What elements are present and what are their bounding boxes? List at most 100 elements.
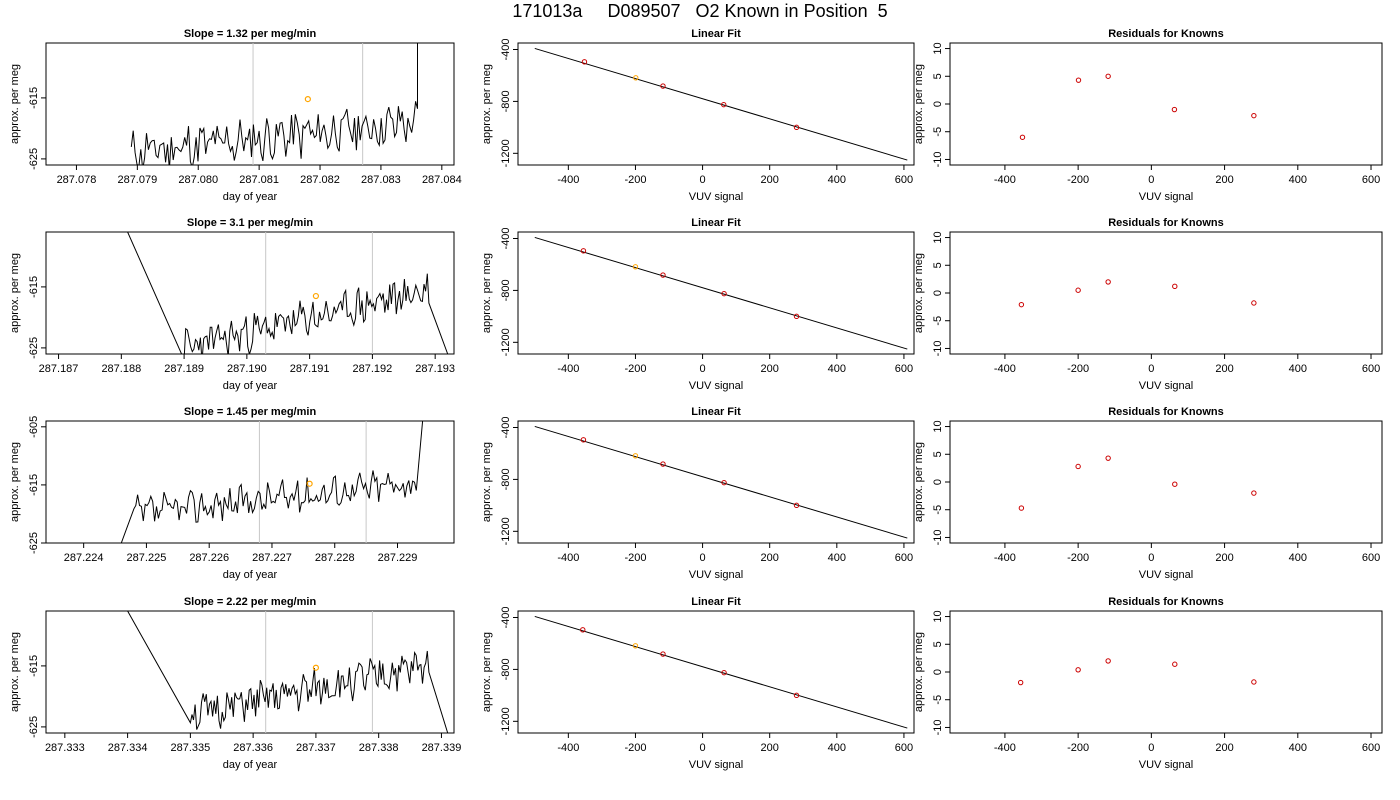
x-tick-label: 287.083 (361, 174, 401, 186)
signal-trace (130, 43, 418, 165)
signal-trace (127, 611, 449, 733)
plot-area (534, 47, 908, 161)
x-tick-label: -200 (624, 174, 646, 186)
chart-title: Slope = 2.22 per meg/min (184, 596, 317, 608)
data-point (1105, 279, 1111, 285)
plot-frame (45, 231, 455, 355)
data-point (581, 59, 588, 65)
data-point (1018, 505, 1025, 511)
x-axis-label: VUV signal (1139, 759, 1193, 771)
x-tick-label: 287.082 (300, 174, 340, 186)
data-point (721, 479, 727, 486)
y-tick-label: -400 (500, 38, 512, 60)
y-tick-label: -605 (28, 416, 40, 438)
x-tick-label: -200 (1067, 363, 1089, 375)
x-tick-label: 200 (1215, 742, 1233, 754)
x-tick-label: 600 (895, 552, 913, 564)
x-axis-label: day of year (223, 380, 278, 392)
plot-area (534, 615, 908, 729)
plot-frame (517, 610, 915, 734)
x-tick-label: 200 (761, 363, 779, 375)
y-tick-label: 5 (932, 641, 944, 647)
x-tick-label: 400 (828, 552, 846, 564)
x-tick-label: -400 (557, 174, 579, 186)
plot-frame (45, 610, 455, 734)
y-tick-label: -615 (28, 87, 40, 109)
chart-title: Residuals for Knowns (1108, 28, 1224, 40)
x-tick-label: 287.192 (353, 363, 393, 375)
x-tick-label: 287.224 (64, 552, 104, 564)
data-point (632, 643, 639, 649)
y-tick-label: 10 (932, 231, 944, 243)
x-tick-label: 287.228 (315, 552, 355, 564)
plot-frame (45, 420, 455, 544)
y-tick-label: 5 (932, 262, 944, 268)
data-point (580, 437, 587, 443)
y-axis-label: approx. per meg (481, 632, 493, 712)
x-tick-label: 287.338 (359, 742, 399, 754)
y-tick-label: 5 (932, 451, 944, 457)
y-tick-label: -10 (932, 530, 944, 546)
y-tick-label: 0 (932, 290, 944, 296)
plot-frame (949, 610, 1383, 734)
x-axis-label: VUV signal (689, 569, 743, 581)
y-tick-label: -1200 (500, 707, 512, 735)
y-tick-label: -10 (932, 720, 944, 736)
data-point (1075, 463, 1081, 470)
plot-area (130, 43, 418, 165)
x-axis-label: VUV signal (1139, 380, 1193, 392)
x-tick-label: 400 (828, 742, 846, 754)
y-axis-label: approx. per meg (913, 442, 925, 522)
y-axis-label: approx. per meg (9, 632, 21, 712)
x-tick-label: 0 (1148, 742, 1154, 754)
y-tick-label: -1200 (500, 517, 512, 545)
x-tick-label: -400 (994, 742, 1016, 754)
fit-line (534, 425, 908, 539)
x-tick-label: -400 (994, 363, 1016, 375)
data-point (1018, 301, 1025, 308)
plot-frame (517, 420, 915, 544)
y-tick-label: -400 (500, 606, 512, 628)
data-point (1075, 667, 1081, 673)
x-axis-label: VUV signal (689, 191, 743, 203)
y-tick-label: -10 (932, 341, 944, 357)
chart-title: Residuals for Knowns (1108, 596, 1224, 608)
chart-panel: Linear Fit -400 -200 0 200 400 600 -400 -800 -120… (481, 406, 915, 581)
x-tick-label: 400 (828, 363, 846, 375)
highlight-point (304, 96, 311, 103)
x-tick-label: 0 (1148, 174, 1154, 186)
plot-area (534, 236, 908, 350)
highlight-point (312, 292, 320, 300)
x-axis-label: day of year (223, 759, 278, 771)
x-tick-label: 287.336 (233, 742, 273, 754)
data-point (1251, 679, 1257, 685)
data-point (1105, 658, 1111, 664)
data-point (793, 502, 800, 509)
chart-panel: Slope = 1.32 per meg/min 287.078 287.079 28… (9, 28, 462, 203)
plot-frame (949, 420, 1383, 544)
x-tick-label: 200 (1215, 174, 1233, 186)
x-tick-label: -400 (994, 174, 1016, 186)
y-tick-label: -615 (28, 276, 40, 298)
x-tick-label: 0 (700, 174, 706, 186)
data-point (793, 313, 800, 320)
plot-area (1018, 455, 1257, 511)
x-tick-label: 400 (828, 174, 846, 186)
x-tick-label: 287.189 (164, 363, 204, 375)
plot-area (1018, 279, 1257, 308)
y-axis-label: approx. per meg (9, 442, 21, 522)
y-tick-label: -5 (932, 127, 944, 137)
y-axis-label: approx. per meg (913, 253, 925, 333)
x-tick-label: 287.081 (239, 174, 279, 186)
y-tick-label: -400 (500, 416, 512, 438)
signal-trace (127, 232, 449, 354)
x-tick-label: -400 (994, 552, 1016, 564)
chart-title: Linear Fit (691, 217, 741, 229)
x-tick-label: 600 (895, 174, 913, 186)
y-tick-label: -10 (932, 152, 944, 168)
highlight-point (312, 664, 320, 671)
data-point (1172, 481, 1178, 487)
x-axis-label: day of year (223, 191, 278, 203)
data-point (793, 692, 800, 699)
